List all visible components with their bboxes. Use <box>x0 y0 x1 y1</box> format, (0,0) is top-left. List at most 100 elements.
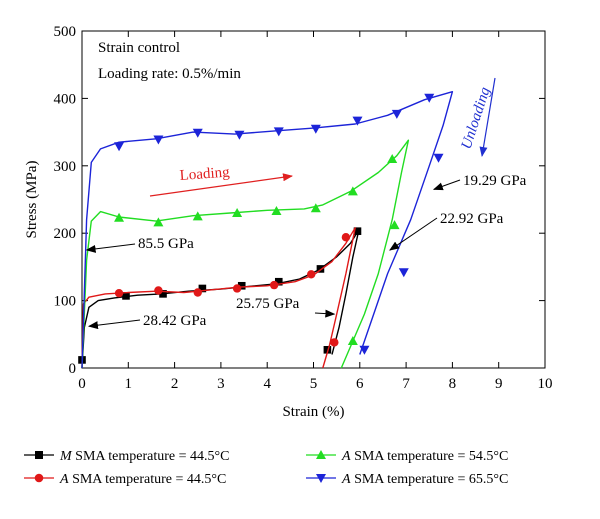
loading-label-group: Loading <box>149 165 293 197</box>
note-loading-rate: Loading rate: 0.5%/min <box>98 66 241 82</box>
annotation-label: 25.75 GPa <box>236 296 300 312</box>
data-point-triangle-down <box>114 142 125 152</box>
series-3 <box>81 91 454 369</box>
x-tick-label: 4 <box>263 376 271 392</box>
legend-label: A SMA temperature = 54.5°C <box>341 449 508 464</box>
annotation-arrow <box>87 319 141 330</box>
data-point-triangle-up <box>347 336 358 346</box>
data-point-triangle-down <box>391 109 402 119</box>
series-2 <box>81 139 410 369</box>
data-point-circle <box>306 270 316 279</box>
unloading-arrow <box>479 77 496 157</box>
annotations: 85.5 GPa 28.42 GPa 25.75 GPa 22.92 GPa 19.29… <box>85 173 527 330</box>
legend-swatch-circle-marker <box>34 473 44 483</box>
annotation-3: 22.92 GPa <box>389 211 504 251</box>
data-point-triangle-up <box>232 207 243 217</box>
y-tick-label: 300 <box>54 159 77 175</box>
note-strain-control: Strain control <box>98 40 180 56</box>
data-point-triangle-down <box>398 268 409 278</box>
legend-label: A SMA temperature = 44.5°C <box>59 472 226 487</box>
y-tick-label: 0 <box>69 361 77 377</box>
annotation-label: 22.92 GPa <box>440 211 504 227</box>
y-tick-label: 400 <box>54 91 77 107</box>
annotation-1: 28.42 GPa <box>87 313 207 330</box>
data-point-circle <box>232 284 242 293</box>
loading-label: Loading <box>179 165 230 184</box>
data-point-square <box>316 265 325 273</box>
y-tick-label: 100 <box>54 294 77 310</box>
data-point-triangle-down <box>234 130 245 140</box>
legend-item-a-44-5: A SMA temperature = 44.5°C <box>24 472 226 487</box>
legend-item-m-44-5: M SMA temperature = 44.5°C <box>24 449 229 464</box>
data-point-triangle-down <box>310 124 321 134</box>
x-tick-label: 10 <box>538 376 553 392</box>
data-point-square <box>237 281 246 290</box>
annotation-4: 19.29 GPa <box>432 173 527 191</box>
x-tick-label: 8 <box>449 376 457 392</box>
data-point-triangle-up <box>347 186 358 196</box>
data-point-square <box>122 292 130 300</box>
y-tick-label: 500 <box>54 24 77 40</box>
data-point-square <box>159 290 167 298</box>
data-point-triangle-up <box>310 203 321 213</box>
legend-label: M SMA temperature = 44.5°C <box>59 449 229 464</box>
y-axis-title: Stress (MPa) <box>24 161 40 239</box>
data-point-square <box>323 346 332 354</box>
data-point-square <box>198 284 207 293</box>
data-point-circle <box>330 338 339 347</box>
loading-arrow <box>149 173 293 197</box>
x-tick-label: 2 <box>171 376 179 392</box>
legend-item-a-54-5: A SMA temperature = 54.5°C <box>306 449 508 464</box>
legend: M SMA temperature = 44.5°C A SMA tempera… <box>24 449 508 487</box>
annotation-arrow <box>389 217 438 251</box>
annotation-2: 25.75 GPa <box>236 296 336 318</box>
series-layer <box>78 91 454 369</box>
series-line <box>81 139 410 369</box>
data-point-square <box>353 227 362 235</box>
legend-swatch-triangle-down-marker <box>316 474 326 483</box>
data-point-triangle-down <box>273 127 284 137</box>
data-point-circle <box>154 286 163 295</box>
x-tick-label: 6 <box>356 376 364 392</box>
x-tick-label: 7 <box>402 376 410 392</box>
x-tick-label: 5 <box>310 376 318 392</box>
data-point-triangle-up <box>387 154 398 164</box>
x-tick-label: 1 <box>125 376 133 392</box>
data-point-circle <box>193 288 202 297</box>
x-tick-label: 0 <box>78 376 86 392</box>
unloading-label-group: Unloading <box>459 77 496 157</box>
data-point-triangle-down <box>153 135 164 145</box>
data-point-triangle-down <box>433 153 444 163</box>
series-line <box>81 229 360 369</box>
data-point-triangle-up <box>271 205 282 215</box>
data-point-triangle-up <box>192 211 203 221</box>
legend-label: A SMA temperature = 65.5°C <box>341 472 508 487</box>
data-point-triangle-up <box>114 212 125 222</box>
data-point-triangle-up <box>153 217 164 227</box>
x-axis-title: Strain (%) <box>282 404 344 420</box>
data-point-square <box>274 277 283 286</box>
legend-item-a-65-5: A SMA temperature = 65.5°C <box>306 472 508 487</box>
annotation-arrow <box>432 179 461 191</box>
data-point-circle <box>341 233 351 242</box>
x-tick-label: 9 <box>495 376 503 392</box>
data-point-circle <box>114 288 124 298</box>
annotation-label: 28.42 GPa <box>143 313 207 329</box>
data-point-triangle-up <box>389 220 400 230</box>
series-line <box>81 227 356 369</box>
annotation-arrow <box>314 309 336 318</box>
data-point-circle <box>269 280 279 290</box>
data-point-triangle-down <box>352 116 363 126</box>
series-line <box>81 91 454 369</box>
legend-swatch-triangle-up-marker <box>316 450 326 459</box>
annotation-label: 85.5 GPa <box>138 236 194 252</box>
data-point-triangle-down <box>192 128 203 138</box>
annotation-arrow <box>85 243 136 253</box>
x-tick-label: 3 <box>217 376 225 392</box>
series-0 <box>78 227 362 369</box>
series-1 <box>81 227 356 369</box>
annotation-0: 85.5 GPa <box>85 236 194 253</box>
legend-swatch-square-marker <box>35 451 43 459</box>
data-point-triangle-down <box>424 93 435 103</box>
